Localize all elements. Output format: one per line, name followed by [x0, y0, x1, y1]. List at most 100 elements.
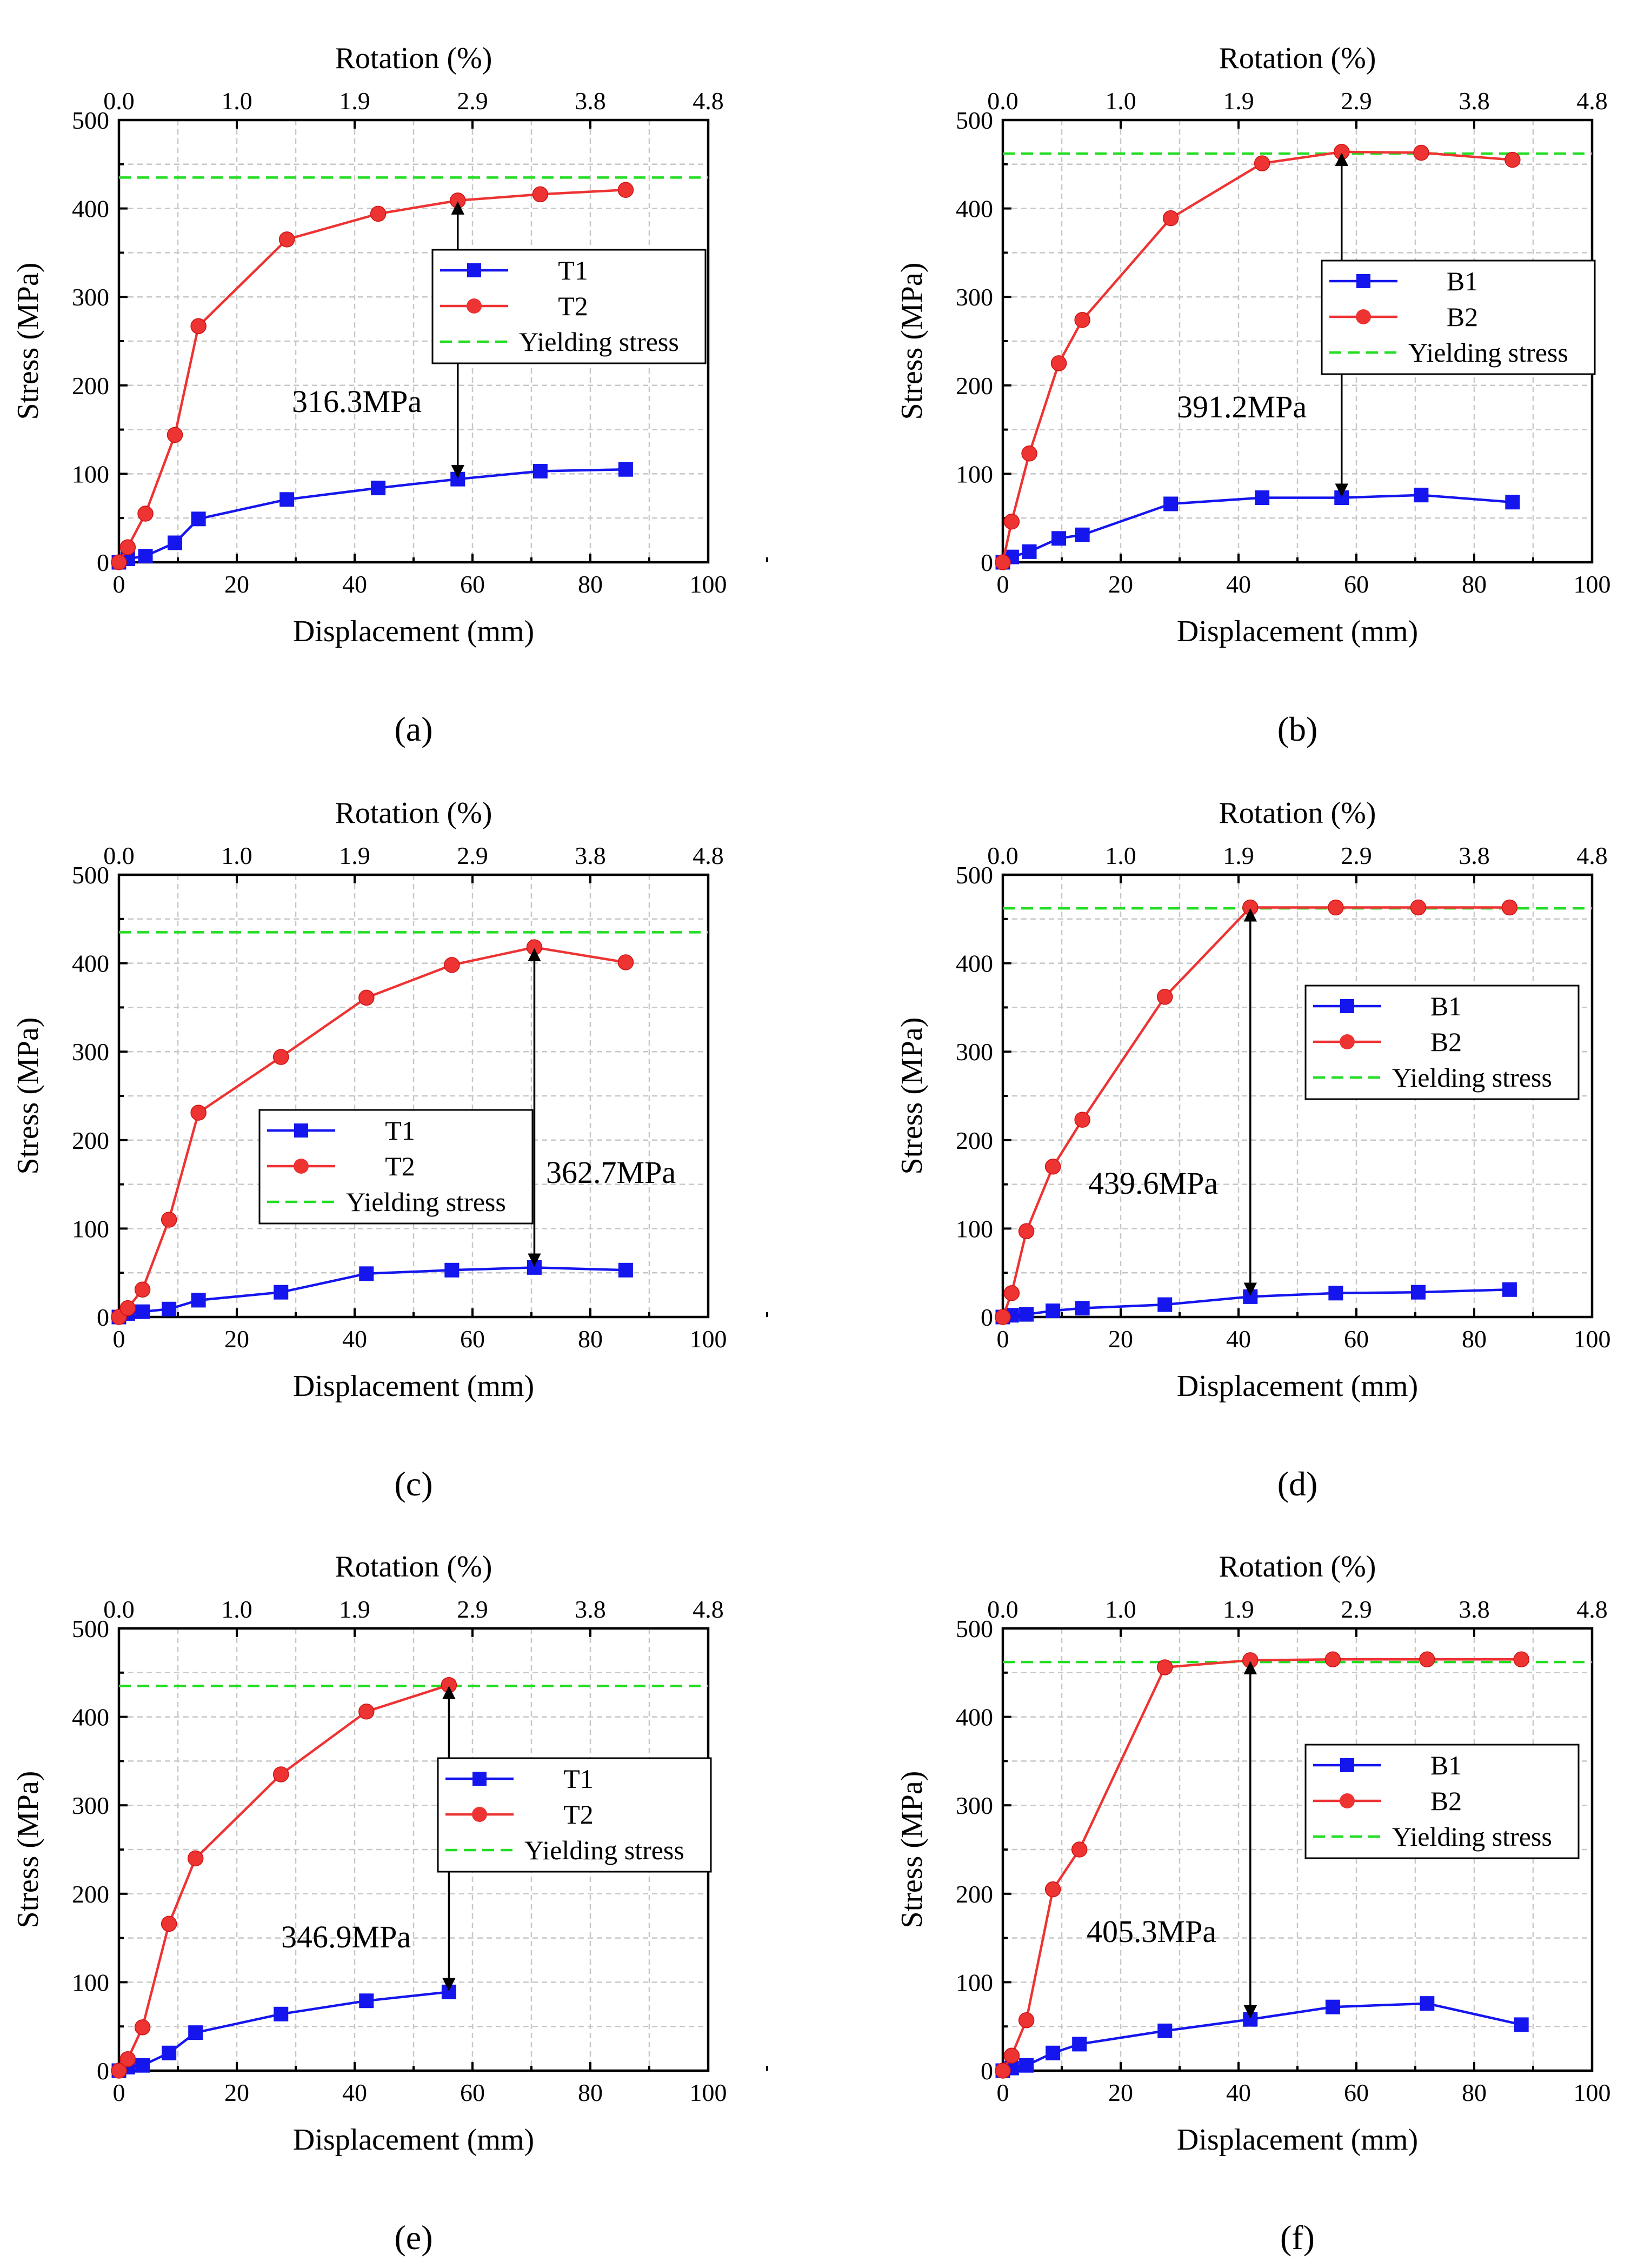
x-axis-title: Displacement (mm)	[1177, 1369, 1418, 1403]
panel-label: (f)	[1280, 2218, 1315, 2257]
data-point-T1	[162, 1301, 177, 1316]
data-point-B1	[1075, 1301, 1090, 1316]
y-tick-label: 500	[72, 1615, 109, 1642]
difference-annotation: 316.3MPa	[292, 384, 422, 419]
data-point-B2	[1003, 513, 1020, 530]
legend: B1 B2 Yielding stress	[1304, 985, 1580, 1100]
top-tick-label: 3.8	[575, 842, 606, 869]
data-point-B1	[1255, 490, 1270, 506]
data-point-B1	[1046, 2045, 1061, 2060]
top-tick-label: 3.8	[1459, 87, 1490, 115]
legend-label-T2: T2	[558, 291, 588, 321]
legend-label-B2: B2	[1430, 1027, 1462, 1057]
top-axis-title: Rotation (%)	[1219, 1550, 1376, 1584]
data-point-T1	[359, 1993, 374, 2008]
legend-label-T1: T1	[558, 255, 588, 285]
x-tick-label: 60	[460, 570, 485, 598]
data-point-T2	[134, 2019, 151, 2036]
y-tick-label: 200	[72, 1127, 109, 1154]
y-tick-label: 300	[956, 1792, 993, 1819]
legend: B1 B2 Yielding stress	[1321, 260, 1596, 375]
panel-label: (e)	[394, 2218, 432, 2257]
top-axis-title: Rotation (%)	[1219, 42, 1376, 75]
top-axis-title: Rotation (%)	[335, 1550, 492, 1584]
data-point-T1	[359, 1266, 374, 1281]
y-tick-label: 400	[956, 1704, 993, 1731]
x-tick-label: 0	[113, 570, 125, 598]
top-tick-label: 1.9	[1223, 842, 1254, 869]
data-point-B1	[1410, 1285, 1426, 1300]
x-tick-label: 20	[224, 2079, 249, 2106]
y-tick-label: 200	[956, 372, 993, 400]
chart-panel-d: 0 20 40 60 80 100 0.0 1.0 1.9 2.9 3.8 4.8 0 100 200 300…	[895, 796, 1611, 1503]
x-tick-label: 40	[1226, 2079, 1251, 2106]
data-point-B1	[1157, 1297, 1173, 1312]
data-point-T2	[119, 539, 136, 555]
legend-marker-B1	[1340, 999, 1354, 1013]
legend-label-yield: Yielding stress	[1408, 337, 1568, 368]
y-tick-label: 300	[72, 283, 109, 311]
legend-label-B1: B1	[1430, 1750, 1462, 1780]
data-point-T2	[111, 2063, 127, 2079]
x-tick-label: 80	[1462, 2079, 1487, 2106]
data-point-B2	[995, 554, 1011, 570]
x-axis-title: Displacement (mm)	[293, 2123, 534, 2157]
series-line-T2	[118, 188, 626, 563]
legend-marker-T1	[467, 263, 481, 277]
data-point-B2	[1018, 2012, 1035, 2028]
data-point-T1	[162, 2045, 177, 2060]
data-point-B2	[1157, 989, 1173, 1005]
data-point-T2	[532, 186, 549, 203]
data-point-B2	[1003, 1285, 1020, 1301]
data-point-B1	[1414, 488, 1429, 503]
legend-marker-B2	[1340, 1034, 1355, 1049]
difference-annotation: 362.7MPa	[546, 1155, 676, 1190]
data-point-B1	[1019, 2058, 1034, 2073]
x-axis-title: Displacement (mm)	[293, 1369, 534, 1403]
data-point-B2	[1074, 1112, 1090, 1128]
legend: T1 T2 Yielding stress	[437, 1757, 712, 1873]
legend-label-yield: Yielding stress	[524, 1835, 684, 1865]
y-tick-label: 100	[956, 1215, 993, 1242]
data-point-B1	[1502, 1282, 1517, 1297]
x-tick-label: 100	[690, 1325, 727, 1353]
x-tick-label: 0	[113, 2079, 125, 2106]
data-point-B2	[1071, 1841, 1088, 1858]
x-tick-label: 100	[690, 2079, 727, 2106]
data-point-B2	[1324, 1651, 1341, 1668]
data-point-T2	[134, 1281, 151, 1298]
x-axis-title: Displacement (mm)	[1177, 615, 1418, 648]
data-point-B2	[1504, 151, 1521, 168]
x-tick-label: 40	[342, 1325, 367, 1353]
top-tick-label: 0.0	[987, 1595, 1018, 1623]
top-tick-label: 1.9	[339, 1595, 370, 1623]
y-tick-label: 400	[72, 195, 109, 223]
data-point-B2	[1513, 1651, 1529, 1668]
data-point-B1	[1046, 1303, 1061, 1319]
y-tick-label: 0	[981, 1303, 993, 1331]
x-tick-label: 40	[342, 570, 367, 598]
legend-marker-B1	[1356, 274, 1370, 288]
legend-marker-B1	[1340, 1758, 1354, 1772]
top-tick-label: 0.0	[987, 842, 1018, 869]
y-tick-label: 400	[956, 195, 993, 223]
top-tick-label: 4.8	[693, 87, 724, 115]
y-tick-label: 300	[956, 283, 993, 311]
difference-annotation: 405.3MPa	[1087, 1914, 1216, 1949]
series-line-T1	[118, 468, 626, 564]
chart-panel-b: 0 20 40 60 80 100 0.0 1.0 1.9 2.9 3.8 4.8 0 100 200 300…	[895, 42, 1611, 748]
data-point-T2	[190, 318, 207, 334]
series-line-T1	[118, 1266, 626, 1319]
top-tick-label: 4.8	[693, 1595, 724, 1623]
x-tick-label: 20	[1108, 2079, 1133, 2106]
top-tick-label: 1.0	[221, 1595, 252, 1623]
data-point-B2	[995, 2063, 1011, 2079]
data-point-B1	[1072, 2037, 1087, 2052]
y-tick-label: 400	[72, 1704, 109, 1731]
legend: B1 B2 Yielding stress	[1304, 1744, 1580, 1859]
x-tick-label: 60	[1344, 2079, 1369, 2106]
data-point-T2	[119, 1300, 136, 1316]
x-tick-label: 60	[460, 1325, 485, 1353]
x-tick-label: 20	[224, 1325, 249, 1353]
top-axis-title: Rotation (%)	[335, 796, 492, 830]
